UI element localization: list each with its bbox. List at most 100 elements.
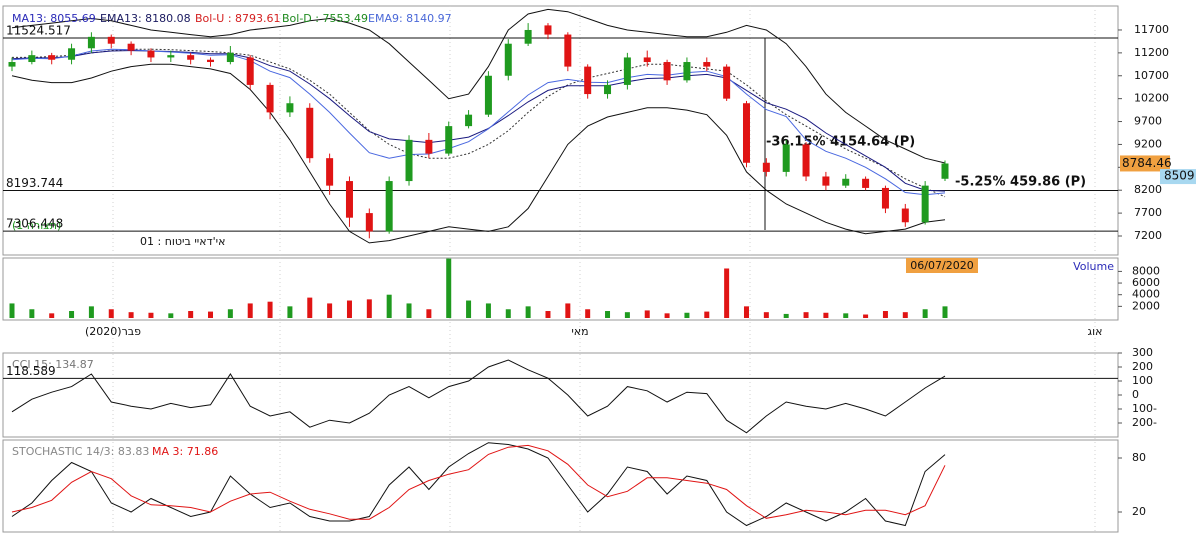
y-tick-label: 80 [1132,451,1146,464]
volume-bar [704,311,710,318]
candle-body [762,162,770,172]
candle-body [147,50,155,58]
volume-bar [783,313,789,318]
volume-bar [763,312,769,318]
y-tick-label: 8200 [1134,183,1162,196]
candle-body [584,66,592,95]
candle-body [524,29,532,44]
volume-bar [69,311,75,318]
candle-body [425,139,433,154]
volume-bar [684,312,690,318]
indicator-line [11,48,946,196]
volume-bar [366,299,372,318]
y-tick-label: 300 [1132,346,1153,359]
price-box [1120,155,1170,172]
last-price: 8784.46 [1122,156,1172,170]
legend-entry: STOCHASTIC 14/3: 83.83 [12,445,149,458]
volume-bar [942,306,948,318]
volume-bar [247,303,253,318]
volume-bar [505,309,511,318]
legend-entry: EMA13: 8180.08 [100,12,191,25]
y-tick-label: 200- [1132,416,1157,429]
volume-bar [882,311,888,318]
y-tick-label: 7700 [1134,206,1162,219]
candle-body [544,25,552,35]
y-tick-label: 8000 [1132,264,1160,277]
candle-body [802,144,810,177]
candle-body [901,208,909,223]
volume-bar [346,300,352,318]
candle-body [28,55,36,63]
volume-bar [644,310,650,318]
legend-entry: Bol-U : 8793.61 [195,12,281,25]
candle-body [504,43,512,76]
legend-entry: MA 3: 71.86 [152,445,218,458]
volume-bar [863,314,869,318]
volume-bar [327,303,333,318]
candle-body [921,185,929,223]
volume-bar [902,312,908,318]
y-tick-label: 7200 [1134,229,1162,242]
volume-bar [227,309,233,318]
price-box [1160,169,1196,185]
volume-bar [307,297,313,318]
candle-body [663,62,671,81]
volume-bar [843,313,849,318]
candle-body [445,126,453,154]
date-label: 06/07/2020 [910,259,973,272]
volume-bar [485,303,491,318]
volume-bar [585,309,591,318]
candle-body [266,84,274,113]
y-tick-label: 11700 [1134,23,1169,36]
candle-body [226,52,234,63]
candle-body [881,187,889,209]
candle-body [484,75,492,115]
legend-entry: Bol-D : 7553.49 [282,12,368,25]
y-tick-label: 0 [1132,388,1139,401]
volume-bar [208,311,214,318]
candle-body [782,144,790,172]
candle-body [723,66,731,99]
candle-body [643,57,651,63]
candle-body [345,181,353,218]
volume-bar [168,313,174,318]
volume-bar [664,313,670,318]
indicator-line [11,8,946,164]
hline-label: 7306.448 [6,217,63,231]
legend-entry: EMA9: 8140.97 [368,12,452,25]
y-tick-label: 20 [1132,505,1146,518]
date-box [906,258,978,273]
candle-body [822,176,830,186]
x-axis-label: מאי [571,325,588,338]
volume-title: Volume [1073,260,1114,273]
candle-body [941,163,949,179]
candle-body [48,55,56,60]
candle-body [385,181,393,232]
candle-body [187,55,195,60]
y-tick-label: 10700 [1134,69,1169,82]
volume-bar [49,313,55,318]
y-tick-label: 100 [1132,374,1153,387]
x-axis-label: אוג [1088,325,1103,338]
y-tick-label: 11200 [1134,46,1169,59]
annotation: -5.25% 459.86 (P) [955,175,1086,190]
volume-bar [823,312,829,318]
candle-body [365,213,373,232]
volume-bar [724,268,730,318]
volume-bar [9,303,15,318]
y-tick-label: 200 [1132,360,1153,373]
volume-bar [88,306,94,318]
candle-body [68,48,76,60]
candle-body [742,103,750,163]
indicator-line [11,359,946,434]
volume-bar [743,306,749,318]
candle-body [306,107,314,159]
volume-bar [287,306,293,318]
candle-body [286,103,294,113]
stochastic-pane [2,439,1119,533]
y-tick-label: 9700 [1134,115,1162,128]
volume-bar [426,309,432,318]
price-pane [2,5,1119,256]
volume-bar [188,311,194,318]
